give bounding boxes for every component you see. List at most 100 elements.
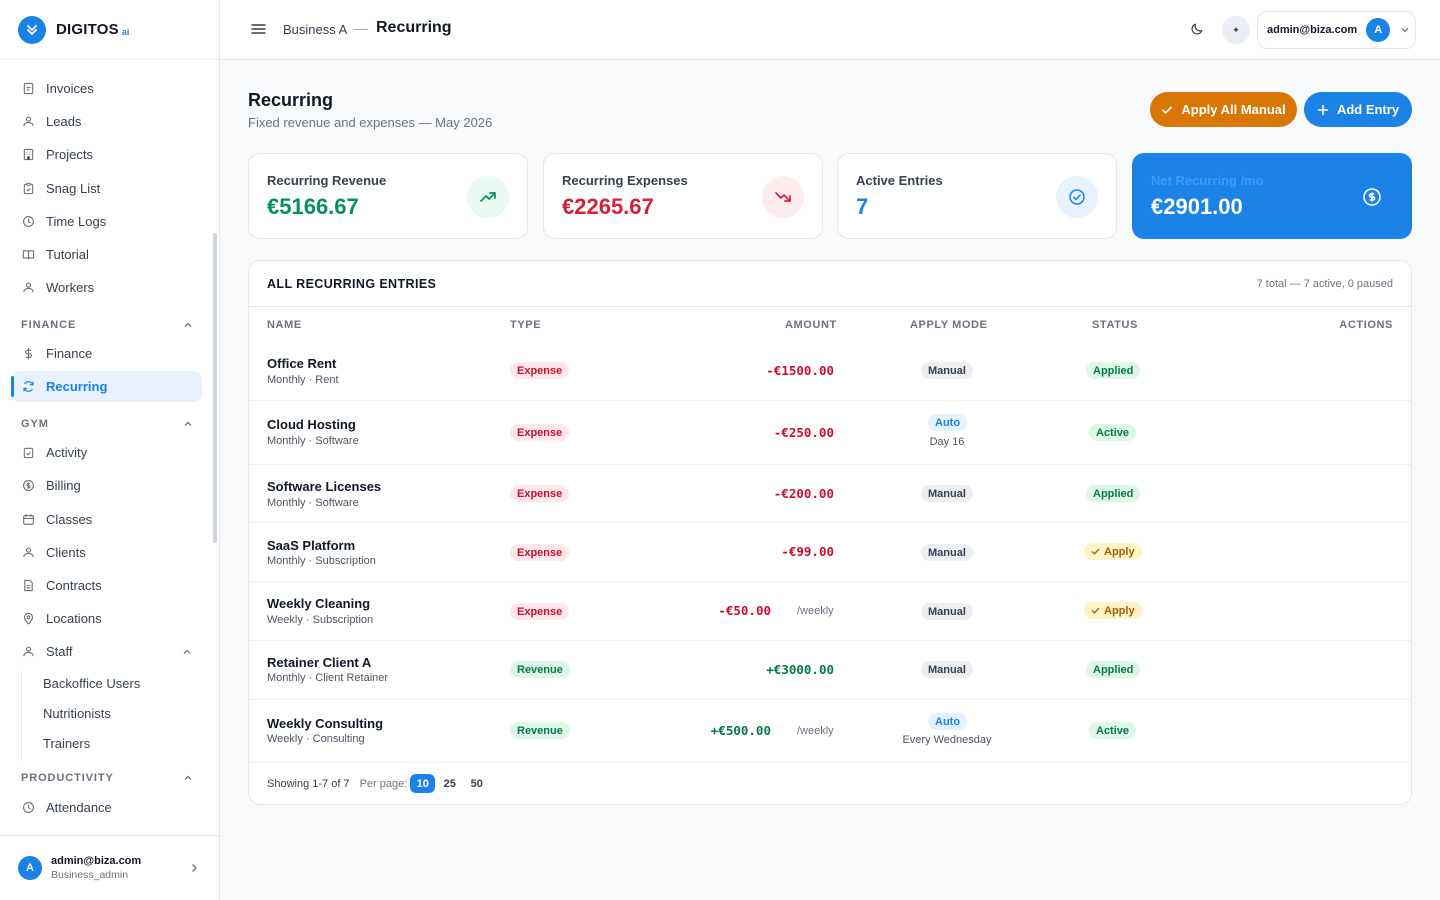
- entry-subtitle: Monthly · Software: [267, 497, 359, 509]
- section-gym[interactable]: GYM: [21, 418, 193, 430]
- breadcrumb-separator: —: [354, 20, 368, 36]
- pagination: Showing 1-7 of 7 Per page: 10 25 50: [267, 774, 489, 793]
- user-email: admin@biza.com: [1267, 24, 1358, 36]
- table-row[interactable]: Weekly Cleaning Weekly · Subscription Ex…: [249, 582, 1411, 641]
- chevron-right-icon: [192, 864, 197, 872]
- sidebar-item-classes[interactable]: Classes: [12, 504, 202, 535]
- per-page-option-25[interactable]: 25: [443, 777, 456, 790]
- section-productivity[interactable]: PRODUCTIVITY: [21, 772, 193, 784]
- table-row[interactable]: SaaS Platform Monthly · Subscription Exp…: [249, 523, 1411, 582]
- sidebar-item-label: Snag List: [46, 181, 101, 196]
- brand-logo-icon: [18, 15, 46, 44]
- table-row[interactable]: Office Rent Monthly · Rent Expense -€150…: [249, 342, 1411, 401]
- breadcrumb-parent[interactable]: Business A: [283, 22, 348, 37]
- column-header-status[interactable]: STATUS: [1092, 319, 1138, 331]
- user-menu[interactable]: admin@biza.com A: [1257, 11, 1416, 49]
- entry-subtitle: Weekly · Consulting: [267, 733, 365, 745]
- type-badge: Revenue: [510, 661, 570, 678]
- sidebar-user[interactable]: A admin@biza.com Business_admin: [0, 835, 219, 900]
- apply-label: Apply: [1104, 545, 1135, 558]
- entry-subtitle: Monthly · Client Retainer: [267, 672, 389, 684]
- per-page-option-50[interactable]: 50: [470, 777, 483, 790]
- column-header-type[interactable]: TYPE: [510, 319, 542, 331]
- stat-label: Recurring Expenses: [562, 173, 688, 188]
- sidebar-item-contracts[interactable]: Contracts: [12, 570, 202, 601]
- sidebar-subitem-backoffice-users[interactable]: Backoffice Users: [43, 676, 141, 691]
- sidebar-item-invoices[interactable]: Invoices: [12, 73, 202, 104]
- apply-button[interactable]: Apply: [1084, 602, 1142, 619]
- button-label: Apply All Manual: [1181, 102, 1286, 117]
- sidebar-item-label: Invoices: [46, 81, 94, 96]
- sidebar-item-finance[interactable]: Finance: [12, 338, 202, 369]
- type-badge: Expense: [510, 544, 570, 561]
- sidebar-item-label: Projects: [46, 147, 93, 162]
- add-entry-button[interactable]: Add Entry: [1304, 92, 1412, 127]
- sidebar-item-billing[interactable]: Billing: [12, 470, 202, 501]
- entry-amount: -€1500.00: [766, 363, 834, 378]
- stat-label: Recurring Revenue: [267, 173, 387, 188]
- button-label: Add Entry: [1336, 102, 1400, 117]
- table-row[interactable]: Weekly Consulting Weekly · Consulting Re…: [249, 700, 1411, 763]
- sidebar-item-label: Classes: [46, 512, 93, 527]
- column-header-amount[interactable]: AMOUNT: [785, 319, 837, 331]
- users-icon: [23, 282, 34, 293]
- sidebar-item-label: Contracts: [46, 578, 102, 593]
- sidebar-item-projects[interactable]: Projects: [12, 139, 202, 170]
- sidebar-item-locations[interactable]: Locations: [12, 603, 202, 634]
- status-badge: Applied: [1086, 362, 1141, 379]
- chevron-up-icon: [183, 649, 191, 654]
- column-header-apply-mode[interactable]: APPLY MODE: [910, 319, 988, 331]
- entry-amount: -€200.00: [773, 486, 834, 501]
- book-icon: [22, 250, 35, 260]
- section-finance[interactable]: FINANCE: [21, 319, 193, 331]
- clock-icon: [23, 802, 34, 813]
- entry-amount: +€3000.00: [766, 662, 834, 677]
- column-header-name[interactable]: NAME: [267, 319, 302, 331]
- sidebar-item-leads[interactable]: Leads: [12, 106, 202, 137]
- sidebar-item-label: Time Logs: [46, 214, 107, 229]
- entry-amount: -€99.00: [781, 544, 834, 559]
- user-email: admin@biza.com: [51, 855, 142, 867]
- sidebar-item-attendance[interactable]: Attendance: [12, 792, 202, 823]
- sidebar-item-tutorial[interactable]: Tutorial: [12, 239, 202, 270]
- per-page-label: Per page:: [359, 777, 408, 790]
- sidebar-subitem-trainers[interactable]: Trainers: [43, 736, 91, 751]
- table-row[interactable]: Software Licenses Monthly · Software Exp…: [249, 465, 1411, 523]
- sidebar-item-label: Leads: [46, 114, 82, 129]
- menu-icon[interactable]: [251, 22, 266, 36]
- sidebar-item-snag-list[interactable]: Snag List: [12, 173, 202, 204]
- sidebar-item-time-logs[interactable]: Time Logs: [12, 206, 202, 237]
- per-page-option-10[interactable]: 10: [410, 774, 436, 793]
- entry-amount: +€500.00: [710, 723, 771, 738]
- moon-icon[interactable]: [1190, 22, 1204, 36]
- apply-mode-detail: Every Wednesday: [902, 734, 992, 746]
- brand[interactable]: DIGITOS ai: [0, 0, 219, 60]
- apply-mode-badge: Auto: [928, 713, 968, 730]
- apply-all-manual-button[interactable]: Apply All Manual: [1150, 92, 1297, 127]
- sidebar-subitem-nutritionists[interactable]: Nutritionists: [43, 706, 111, 721]
- page-title: Recurring: [248, 90, 334, 110]
- sidebar-item-staff[interactable]: Staff: [12, 636, 202, 667]
- entry-name: Cloud Hosting: [267, 417, 356, 432]
- entry-subtitle: Weekly · Subscription: [267, 614, 374, 626]
- dollar-icon: [25, 347, 32, 360]
- sidebar-item-activity[interactable]: Activity: [12, 437, 202, 468]
- check-icon: [1162, 106, 1173, 114]
- stat-card-expenses: Recurring Expenses €2265.67: [543, 153, 823, 239]
- sidebar-item-label: Tutorial: [46, 247, 89, 262]
- sidebar-item-label: Locations: [46, 611, 102, 626]
- map-pin-icon: [23, 612, 34, 625]
- clipboard-check-icon: [23, 182, 34, 195]
- sparkle-button[interactable]: ✦: [1222, 16, 1250, 44]
- table-row[interactable]: Retainer Client A Monthly · Client Retai…: [249, 641, 1411, 700]
- sidebar-item-recurring[interactable]: Recurring: [11, 371, 202, 402]
- brand-suffix: ai: [121, 26, 130, 37]
- apply-button[interactable]: Apply: [1084, 543, 1142, 560]
- status-badge: Applied: [1086, 485, 1141, 502]
- sidebar-item-workers[interactable]: Workers: [12, 272, 202, 303]
- sidebar-scrollbar[interactable]: [213, 233, 217, 543]
- table-row[interactable]: Cloud Hosting Monthly · Software Expense…: [249, 401, 1411, 465]
- recurring-entries-table: ALL RECURRING ENTRIES 7 total — 7 active…: [248, 260, 1412, 805]
- sidebar-item-clients[interactable]: Clients: [12, 537, 202, 568]
- sidebar: DIGITOS ai Invoices Leads Projects Snag …: [0, 0, 220, 900]
